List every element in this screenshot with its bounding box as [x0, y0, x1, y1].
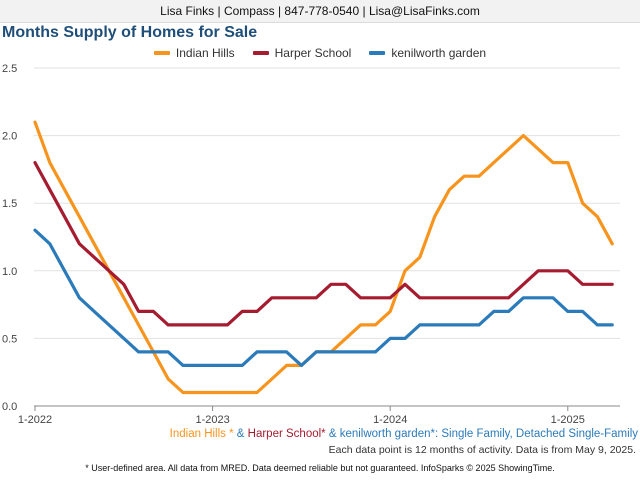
y-tick-label: 0.5 — [2, 333, 17, 345]
footer-data-note: Each data point is 12 months of activity… — [328, 444, 636, 456]
y-tick-label: 0.0 — [2, 401, 17, 413]
footer-area-kenilworth-garden: kenilworth garden* — [339, 428, 435, 440]
series-line-kenilworth-garden — [33, 228, 614, 367]
footer-property-type: : Single Family, Detached Single-Family — [434, 428, 638, 440]
legend-label-indian-hills: Indian Hills — [175, 46, 235, 60]
series-line-harper-school — [33, 161, 614, 327]
footer-disclaimer: * User-defined area. All data from MRED.… — [85, 463, 555, 473]
chart-legend: Indian Hills Harper School kenilworth ga… — [0, 44, 640, 62]
legend-item-harper-school[interactable]: Harper School — [252, 44, 352, 62]
y-tick-label: 2.5 — [2, 63, 17, 75]
footer-separator-1: & — [233, 428, 248, 440]
chart-title: Months Supply of Homes for Sale — [2, 24, 258, 41]
x-tick-label: 1-2023 — [195, 414, 229, 426]
x-tick-label: 1-2024 — [373, 414, 407, 426]
contact-header: Lisa Finks | Compass | 847-778-0540 | Li… — [0, 0, 640, 23]
legend-item-indian-hills[interactable]: Indian Hills — [153, 44, 235, 62]
y-tick-label: 1.5 — [2, 198, 17, 210]
footer-separator-2: & — [325, 428, 340, 440]
x-tick-label: 1-2025 — [551, 414, 585, 426]
legend-swatch-harper-school — [252, 51, 269, 55]
legend-item-kenilworth-garden[interactable]: kenilworth garden — [369, 44, 486, 62]
legend-swatch-indian-hills — [153, 51, 170, 55]
footer-area-indian-hills: Indian Hills * — [169, 428, 234, 440]
footer-area-harper-school: Harper School* — [247, 428, 326, 440]
legend-label-kenilworth-garden: kenilworth garden — [391, 46, 487, 60]
y-tick-label: 2.0 — [2, 131, 17, 143]
legend-swatch-kenilworth-garden — [369, 51, 386, 55]
legend-label-harper-school: Harper School — [274, 46, 352, 60]
footer-areas: Indian Hills * & Harper School* & kenilw… — [170, 428, 638, 440]
x-tick-label: 1-2022 — [18, 414, 52, 426]
y-tick-label: 1.0 — [2, 266, 17, 278]
